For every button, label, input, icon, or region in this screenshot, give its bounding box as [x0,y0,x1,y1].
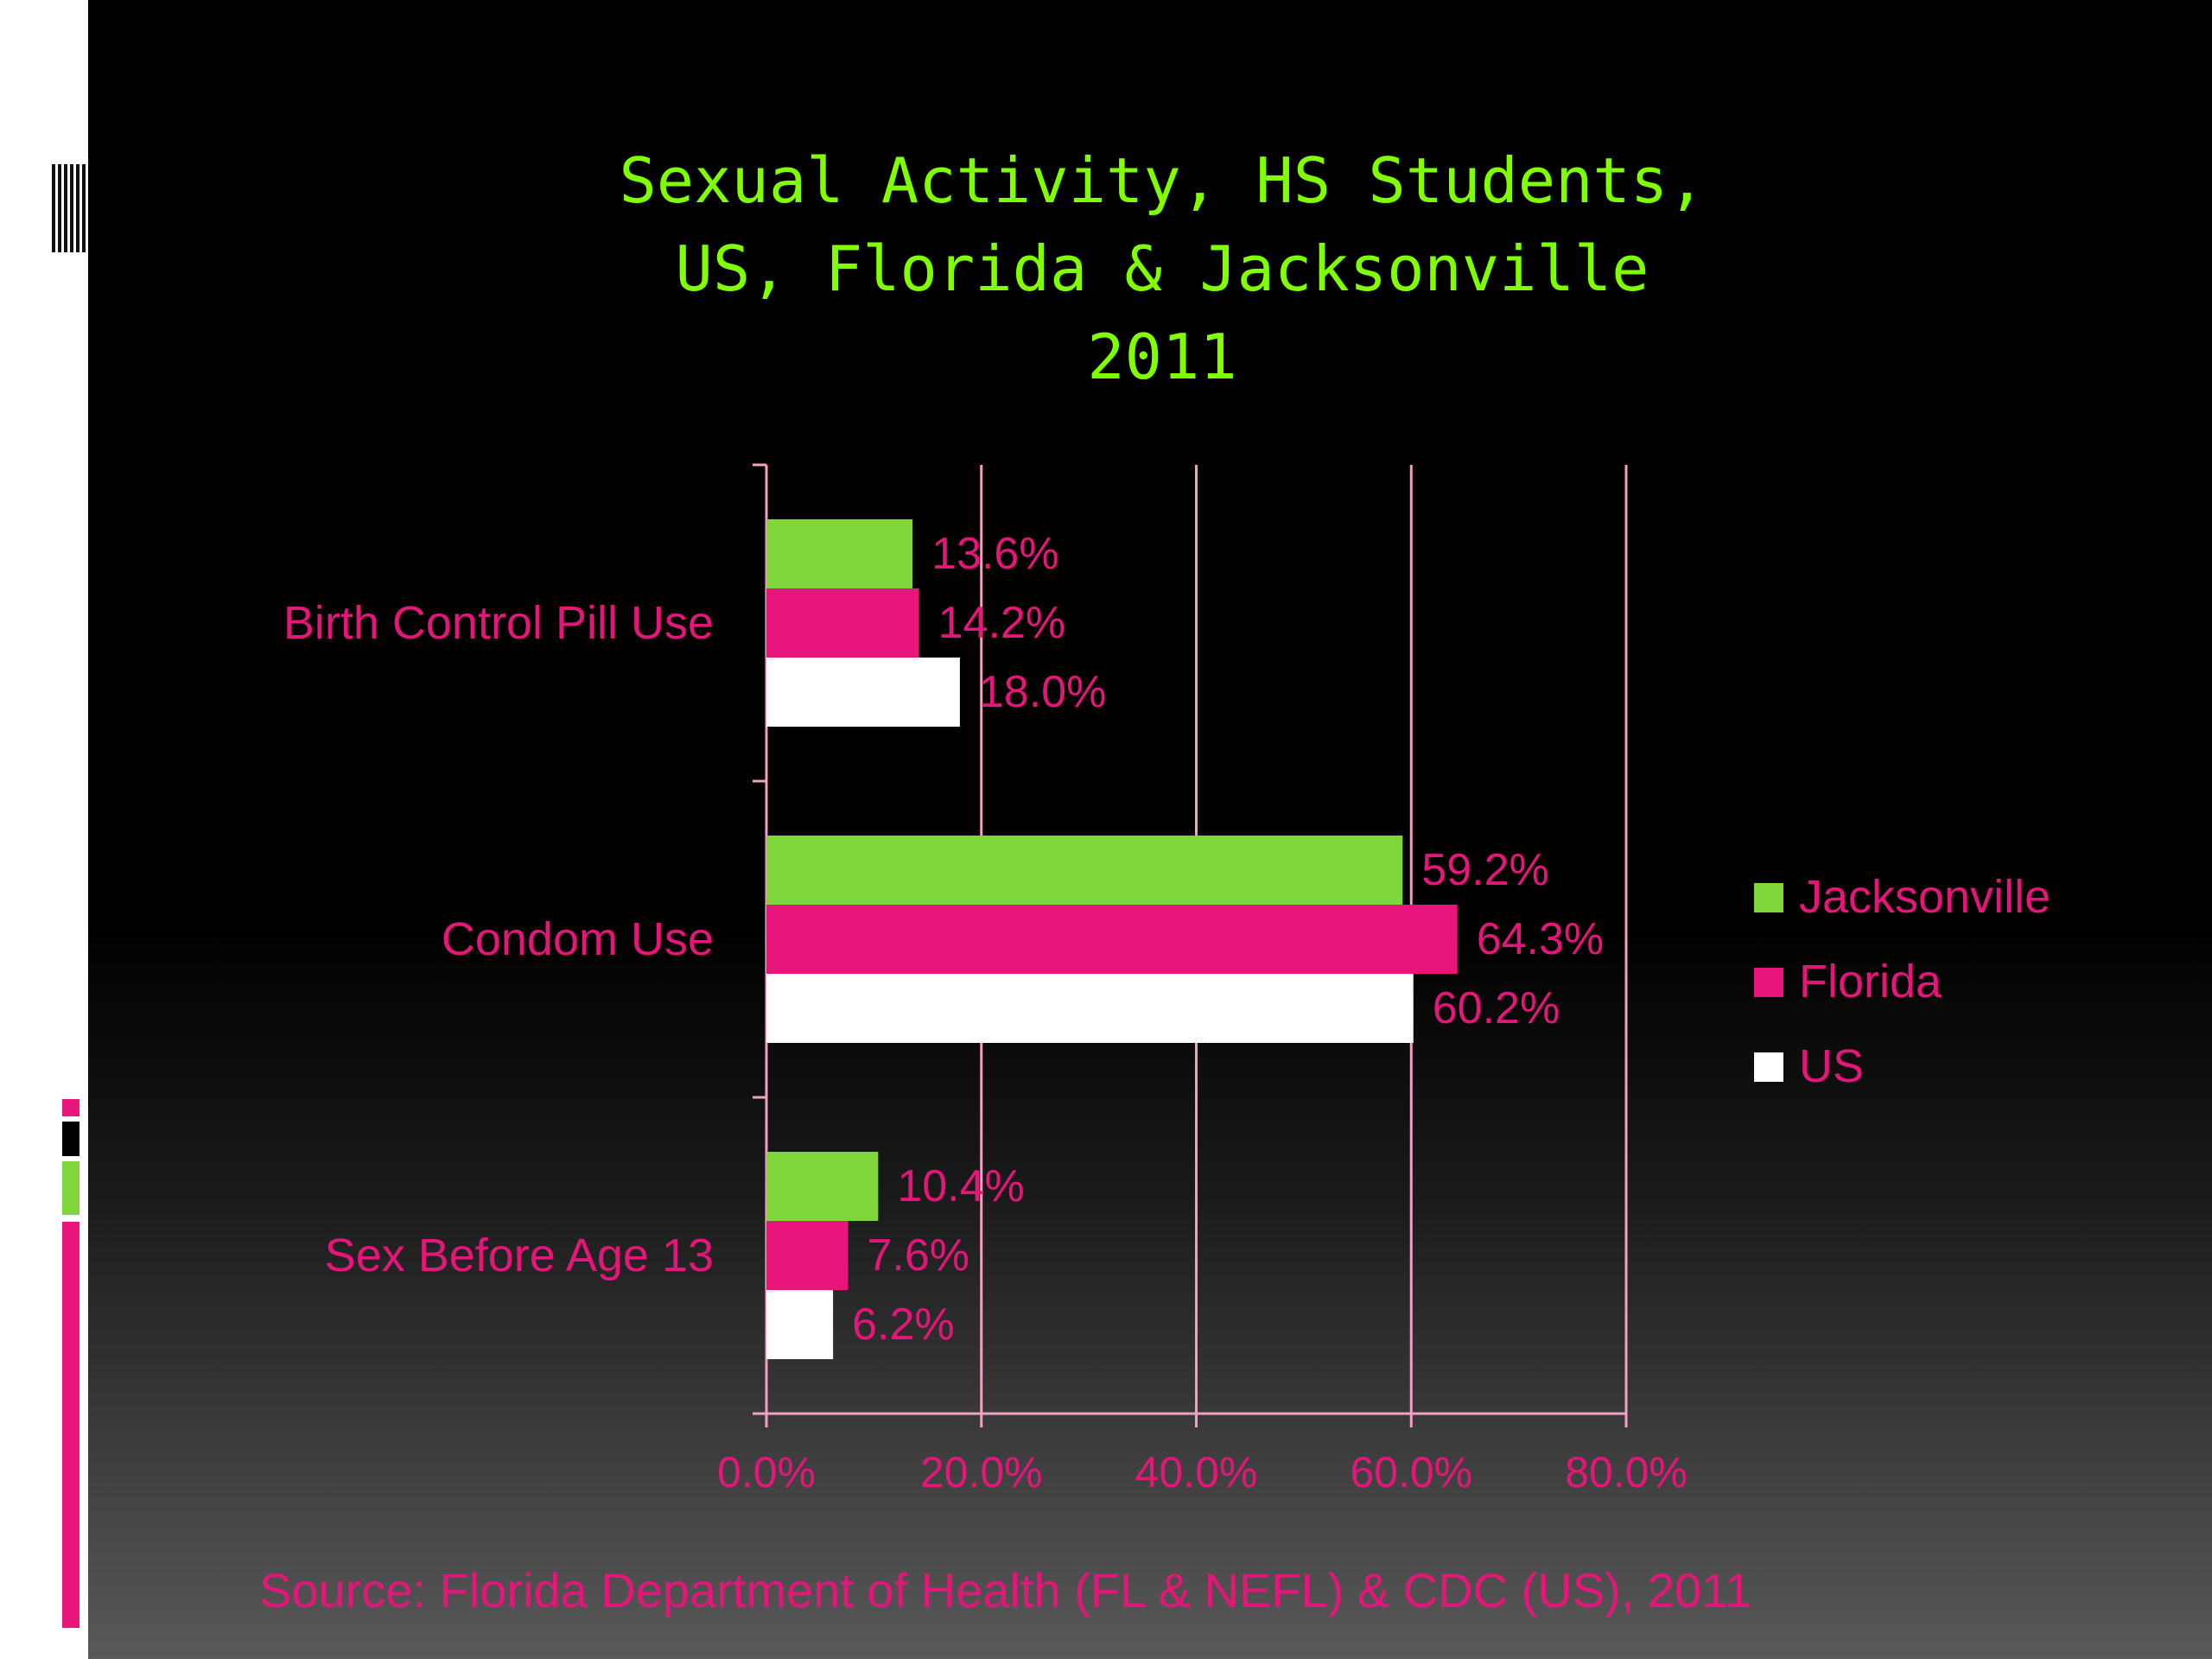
chart-title: Sexual Activity, HS Students, US, Florid… [619,144,1706,393]
category-label: Birth Control Pill Use [283,597,714,649]
bar-jacksonville [766,1152,879,1221]
accent-strip-green [62,1161,79,1215]
bar-jacksonville [766,519,913,588]
data-label: 60.2% [1433,983,1560,1033]
labels-layer: 0.0% 20.0% 40.0% 60.0% 80.0% Birth Control Pi… [283,529,1688,1497]
bar-florida [766,905,1458,974]
accent-strip-pink-long [62,1222,79,1628]
bar-us [766,658,960,727]
accent-strip-pink-small [62,1099,79,1116]
bar-us [766,974,1414,1043]
legend-label: US [1799,1040,1864,1092]
barcode-decoration [52,164,88,252]
data-label: 59.2% [1421,845,1548,895]
accent-strip-black [62,1122,79,1156]
x-tick-label: 60.0% [1350,1448,1472,1497]
legend-label: Jacksonville [1799,871,2050,923]
legend-swatch [1754,883,1783,912]
data-label: 18.0% [979,667,1106,717]
bar-us [766,1290,834,1359]
data-label: 7.6% [868,1230,970,1281]
legend: Jacksonville Florida US [1754,871,2050,1092]
category-label: Sex Before Age 13 [325,1230,714,1281]
slide-background [88,0,2212,1659]
legend-swatch [1754,1052,1783,1082]
category-label: Condom Use [442,913,714,965]
x-tick-label: 20.0% [920,1448,1043,1497]
source-note: Source: Florida Department of Health (FL… [259,1563,1752,1618]
legend-swatch [1754,968,1783,997]
data-label: 64.3% [1477,914,1604,964]
x-tick-label: 0.0% [717,1448,816,1497]
bar-florida [766,588,919,658]
legend-label: Florida [1799,956,1942,1007]
bar-jacksonville [766,836,1403,905]
data-label: 6.2% [852,1300,955,1350]
bars-layer [766,519,1458,1359]
bar-florida [766,1221,849,1290]
x-tick-label: 40.0% [1135,1448,1258,1497]
x-tick-label: 80.0% [1565,1448,1688,1497]
data-label: 14.2% [938,598,1065,648]
data-label: 10.4% [897,1161,1024,1211]
data-label: 13.6% [931,529,1058,579]
